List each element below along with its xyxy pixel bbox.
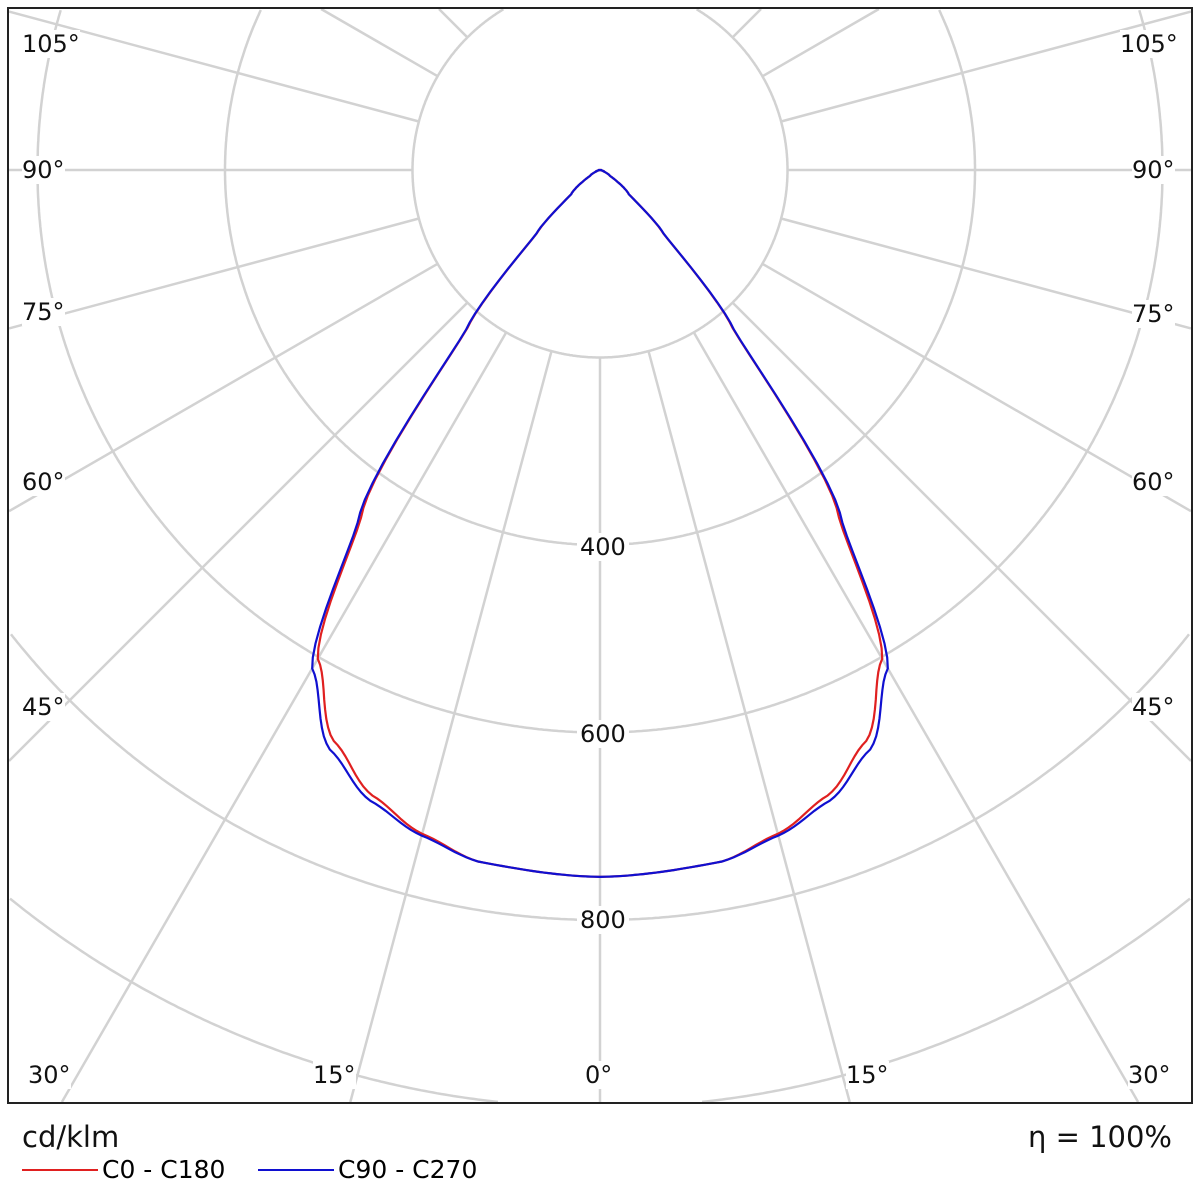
grid-spoke-135 [731,8,762,39]
series-c90-c270-curve [311,168,889,879]
plot-frame [7,7,1193,1104]
angle-label-bottom-30-right: 30° [1128,1061,1171,1089]
grid-spoke-285 [8,217,420,330]
radial-label-800: 800 [577,906,629,934]
angle-label-bottom-15-right: 15° [846,1061,889,1089]
grid-spoke-15 [647,350,851,1103]
radial-label-400: 400 [577,533,629,561]
grid-circle-400 [223,9,977,547]
grid-circle-1000 [9,897,1191,1104]
grid-spoke-255 [8,10,420,123]
legend-swatch-red [22,1168,98,1171]
grid-spoke-345 [349,350,553,1103]
efficiency-label: η = 100% [1027,1120,1172,1154]
angle-label-left-105: 105° [22,30,80,58]
grid-spoke-60 [761,262,1192,513]
legend-label: C0 - C180 [102,1155,226,1184]
angle-label-right-105: 105° [1120,30,1178,58]
legend-label: C90 - C270 [338,1155,478,1184]
unit-label: cd/klm [22,1120,120,1154]
grid-spoke-225 [438,8,469,39]
grid-circle-200 [411,8,789,359]
radial-label-600: 600 [577,720,629,748]
grid-spoke-45 [731,301,1192,762]
intensity-curves [311,168,889,879]
grid-spoke-105 [780,10,1192,123]
grid-spoke-240 [320,7,439,78]
angle-label-right-90: 90° [1132,156,1175,184]
angle-label-right-75: 75° [1132,300,1175,328]
grid-spoke-315 [8,301,469,762]
angle-label-bottom-15-left: 15° [313,1061,356,1089]
grid-spoke-330 [60,331,508,1103]
angle-label-right-60: 60° [1132,468,1175,496]
angle-label-left-45: 45° [22,693,65,721]
angle-label-left-75: 75° [22,298,65,326]
angle-label-bottom-30-left: 30° [28,1061,71,1089]
grid-spoke-30 [692,331,1140,1103]
angle-label-right-45: 45° [1132,693,1175,721]
angle-label-bottom-0: 0° [585,1061,613,1089]
grid-circle-800 [10,633,1190,922]
grid-spoke-75 [780,217,1192,330]
legend-item-c90-c270: C90 - C270 [258,1155,477,1184]
angle-label-left-60: 60° [22,468,65,496]
angle-label-left-90: 90° [22,156,65,184]
legend-swatch-blue [258,1168,334,1171]
legend-item-c0-c180: C0 - C180 [22,1155,225,1184]
grid-spoke-300 [8,262,439,513]
grid-spoke-120 [761,7,880,78]
